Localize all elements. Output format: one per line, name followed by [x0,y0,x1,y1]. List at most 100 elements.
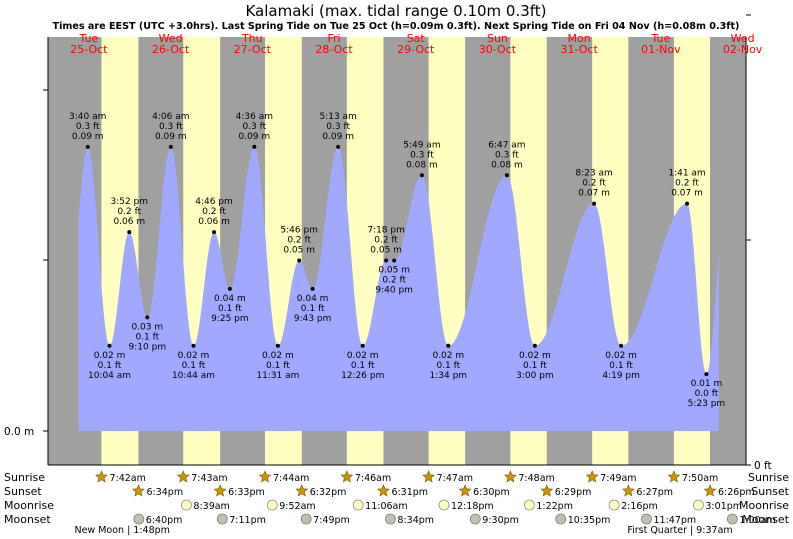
moonrise-time: 9:52am [279,501,315,512]
extreme-label: 0.2 ft [382,276,406,286]
extreme-point [360,343,365,348]
moonset-icon [385,513,396,525]
sunrise-time: 7:47am [437,473,473,484]
day-name: Tue [650,32,670,45]
moonset-time: 1:00am [739,515,775,526]
row-label-right: Moonset [742,513,789,526]
day-name: Wed [731,32,755,45]
sun-icon [376,484,390,497]
extreme-label: 0.1 ft [301,304,325,314]
extreme-label: 0.05 m [370,246,402,256]
day-date: 30-Oct [479,43,517,56]
extreme-label: 0.06 m [113,217,145,227]
sunrise-time: 7:44am [273,473,309,484]
sunset-time: 6:26pm [718,487,755,498]
moonset-icon [216,513,228,525]
sunset-time: 6:29pm [555,487,592,498]
moonset-time: 7:49pm [313,515,350,526]
extreme-label: 6:47 am [488,140,525,150]
day-date: 26-Oct [152,43,190,56]
extreme-point [145,315,150,320]
extreme-label: 0.09 m [72,132,104,142]
extreme-label: 0.01 m [691,379,723,389]
extreme-label: 0.06 m [198,217,230,227]
row-label-left: Moonrise [4,499,54,512]
sun-icon [667,470,681,483]
extreme-label: 0.02 m [178,351,210,361]
sun-icon [176,470,190,483]
sunrise-time: 7:48am [518,473,554,484]
moonrise-time: 12:18pm [451,501,494,512]
day-date: 01-Nov [641,43,681,56]
sun-icon [703,484,717,497]
extreme-label: 0.03 m [131,322,163,332]
extreme-label: 0.1 ft [135,332,159,342]
extreme-label: 0.02 m [94,351,126,361]
day-date: 29-Oct [397,43,435,56]
moonset-icon [469,513,481,525]
extreme-point [419,173,424,178]
sunset-time: 6:33pm [228,487,265,498]
day-date: 25-Oct [70,43,108,56]
extreme-label: 0.1 ft [523,361,547,371]
sunrise-time: 7:50am [682,473,718,484]
sun-icon [295,484,309,497]
sunrise-time: 7:49am [600,473,636,484]
extreme-label: 9:10 pm [129,342,167,352]
extreme-label: 4:36 am [236,112,273,122]
extreme-label: 0.1 ft [436,361,460,371]
extreme-label: 0.3 ft [326,122,350,132]
extreme-label: 0.2 ft [287,236,311,246]
extreme-label: 0.2 ft [117,207,141,217]
moonset-time: 10:35pm [568,515,611,526]
extreme-label: 0.09 m [322,132,354,142]
row-label-right: Sunset [751,485,789,498]
chart-subtitle: Times are EEST (UTC +3.0hrs). Last Sprin… [53,21,740,32]
tide-area [78,146,719,432]
chart-frame [43,14,751,466]
day-date: 31-Oct [561,43,599,56]
extreme-point [336,144,341,149]
day-date: 02-Nov [723,43,763,56]
moonset-icon [641,513,652,525]
extreme-label: 9:25 pm [211,314,249,324]
extreme-point [704,372,709,377]
extreme-label: 0.02 m [432,351,464,361]
moonset-time: 9:30pm [482,515,519,526]
extreme-label: 0.07 m [671,189,703,199]
extreme-label: 11:31 am [256,371,299,381]
moon-phase-label: New Moon | 1:48pm [74,525,169,536]
extreme-label: 7:18 pm [367,226,405,236]
extreme-point [127,230,132,235]
day-name: Wed [159,32,183,45]
extreme-label: 3:52 pm [110,197,148,207]
moonset-time: 8:34pm [397,515,434,526]
extreme-label: 0.2 ft [582,179,606,189]
y-axis-label-left: 0.0 m [4,426,34,438]
extreme-label: 4:06 am [152,112,189,122]
sunset-time: 6:27pm [636,487,673,498]
extreme-point [392,258,397,263]
sun-icon [95,470,108,483]
extreme-label: 5:49 am [403,140,440,150]
day-name: Mon [568,32,591,45]
extreme-label: 0.04 m [214,294,246,304]
extreme-label: 1:41 am [668,169,705,179]
sun-icon [503,470,517,483]
sunset-time: 6:31pm [391,487,428,498]
moonrise-icon [438,499,450,511]
moonset-icon [726,513,738,525]
row-label-left: Sunrise [4,471,45,484]
extreme-point [297,258,302,263]
extreme-label: 0.02 m [347,351,379,361]
sunrise-time: 7:42am [109,473,145,484]
extreme-point [592,201,597,206]
moonrise-time: 11:06am [365,501,407,512]
extreme-label: 3:40 am [69,112,106,122]
row-label-left: Sunset [4,485,42,498]
extreme-label: 3:00 pm [516,371,554,381]
moonset-time: 6:40pm [146,515,183,526]
extreme-label: 0.08 m [406,160,438,170]
